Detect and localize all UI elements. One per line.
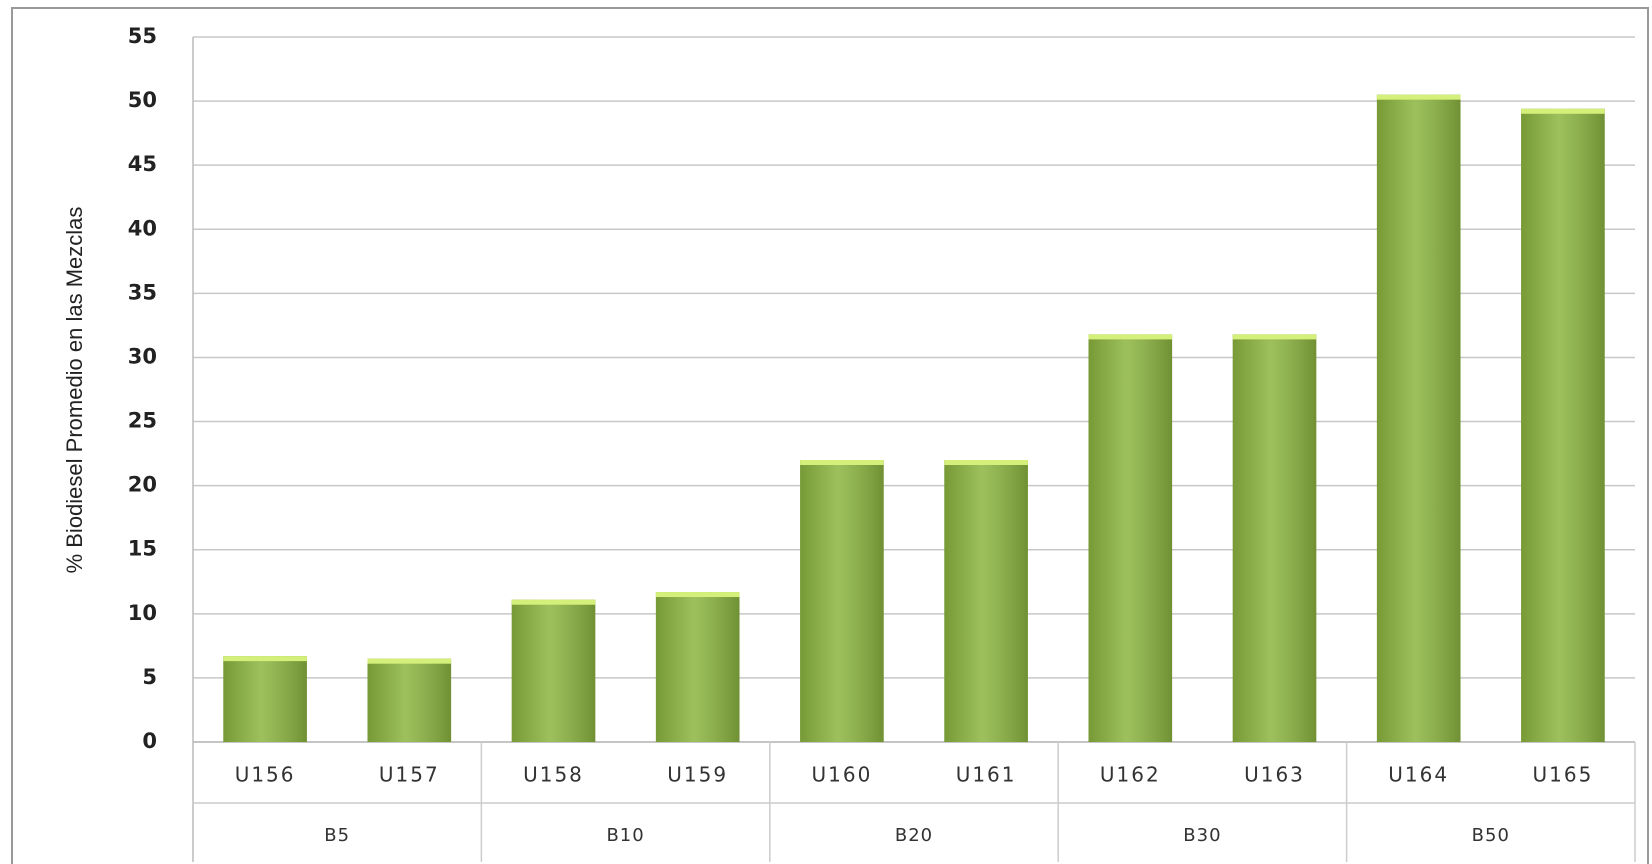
bar-cap bbox=[800, 460, 884, 465]
x-tick-label: U157 bbox=[379, 763, 440, 787]
y-tick-label: 20 bbox=[128, 473, 157, 497]
x-tick-label: U161 bbox=[956, 763, 1017, 787]
group-label: B30 bbox=[1183, 825, 1221, 846]
group-label: B5 bbox=[324, 825, 350, 846]
bar-cap bbox=[511, 599, 596, 605]
group-label: B50 bbox=[1472, 825, 1510, 846]
bar-shine bbox=[223, 656, 307, 742]
y-tick-label: 30 bbox=[128, 344, 157, 368]
x-tick-label: U162 bbox=[1100, 763, 1161, 787]
bar-shine bbox=[655, 592, 740, 742]
y-tick-label: 35 bbox=[128, 280, 157, 304]
bar-cap bbox=[944, 460, 1028, 465]
y-axis-label: % Biodiesel Promedio en las Mezclas bbox=[62, 207, 87, 574]
group-label: B10 bbox=[606, 825, 644, 846]
bar-shine bbox=[1088, 334, 1173, 742]
bar-shine bbox=[511, 599, 596, 742]
bar-shine bbox=[1232, 334, 1317, 742]
x-tick-label: U163 bbox=[1244, 763, 1305, 787]
y-tick-label: 50 bbox=[128, 88, 157, 112]
y-tick-label: 15 bbox=[128, 537, 157, 561]
y-tick-label: 40 bbox=[128, 216, 157, 240]
bar-cap bbox=[1521, 108, 1605, 114]
bar-cap bbox=[223, 656, 307, 662]
group-label: B20 bbox=[895, 825, 933, 846]
x-tick-label: U156 bbox=[235, 763, 296, 787]
chart-frame bbox=[11, 7, 1649, 864]
bar-cap bbox=[1376, 94, 1461, 100]
y-tick-label: 10 bbox=[128, 601, 157, 625]
bar-shine bbox=[367, 658, 452, 742]
x-tick-label: U165 bbox=[1532, 763, 1593, 787]
bar-cap bbox=[1088, 334, 1173, 340]
bar-shine bbox=[1521, 108, 1605, 743]
y-tick-label: 55 bbox=[128, 24, 157, 48]
x-tick-label: U158 bbox=[523, 763, 584, 787]
bar-shine bbox=[800, 460, 884, 742]
y-tick-label: 25 bbox=[128, 409, 157, 433]
bar-shine bbox=[944, 460, 1028, 742]
y-tick-label: 5 bbox=[142, 665, 157, 689]
bar-cap bbox=[655, 592, 740, 598]
x-tick-label: U160 bbox=[811, 763, 872, 787]
x-tick-label: U159 bbox=[667, 763, 728, 787]
bar-shine bbox=[1376, 94, 1461, 742]
x-tick-label: U164 bbox=[1388, 763, 1449, 787]
bar-cap bbox=[1232, 334, 1317, 340]
y-tick-label: 0 bbox=[142, 729, 157, 753]
y-tick-label: 45 bbox=[128, 152, 157, 176]
bar-cap bbox=[367, 658, 452, 664]
